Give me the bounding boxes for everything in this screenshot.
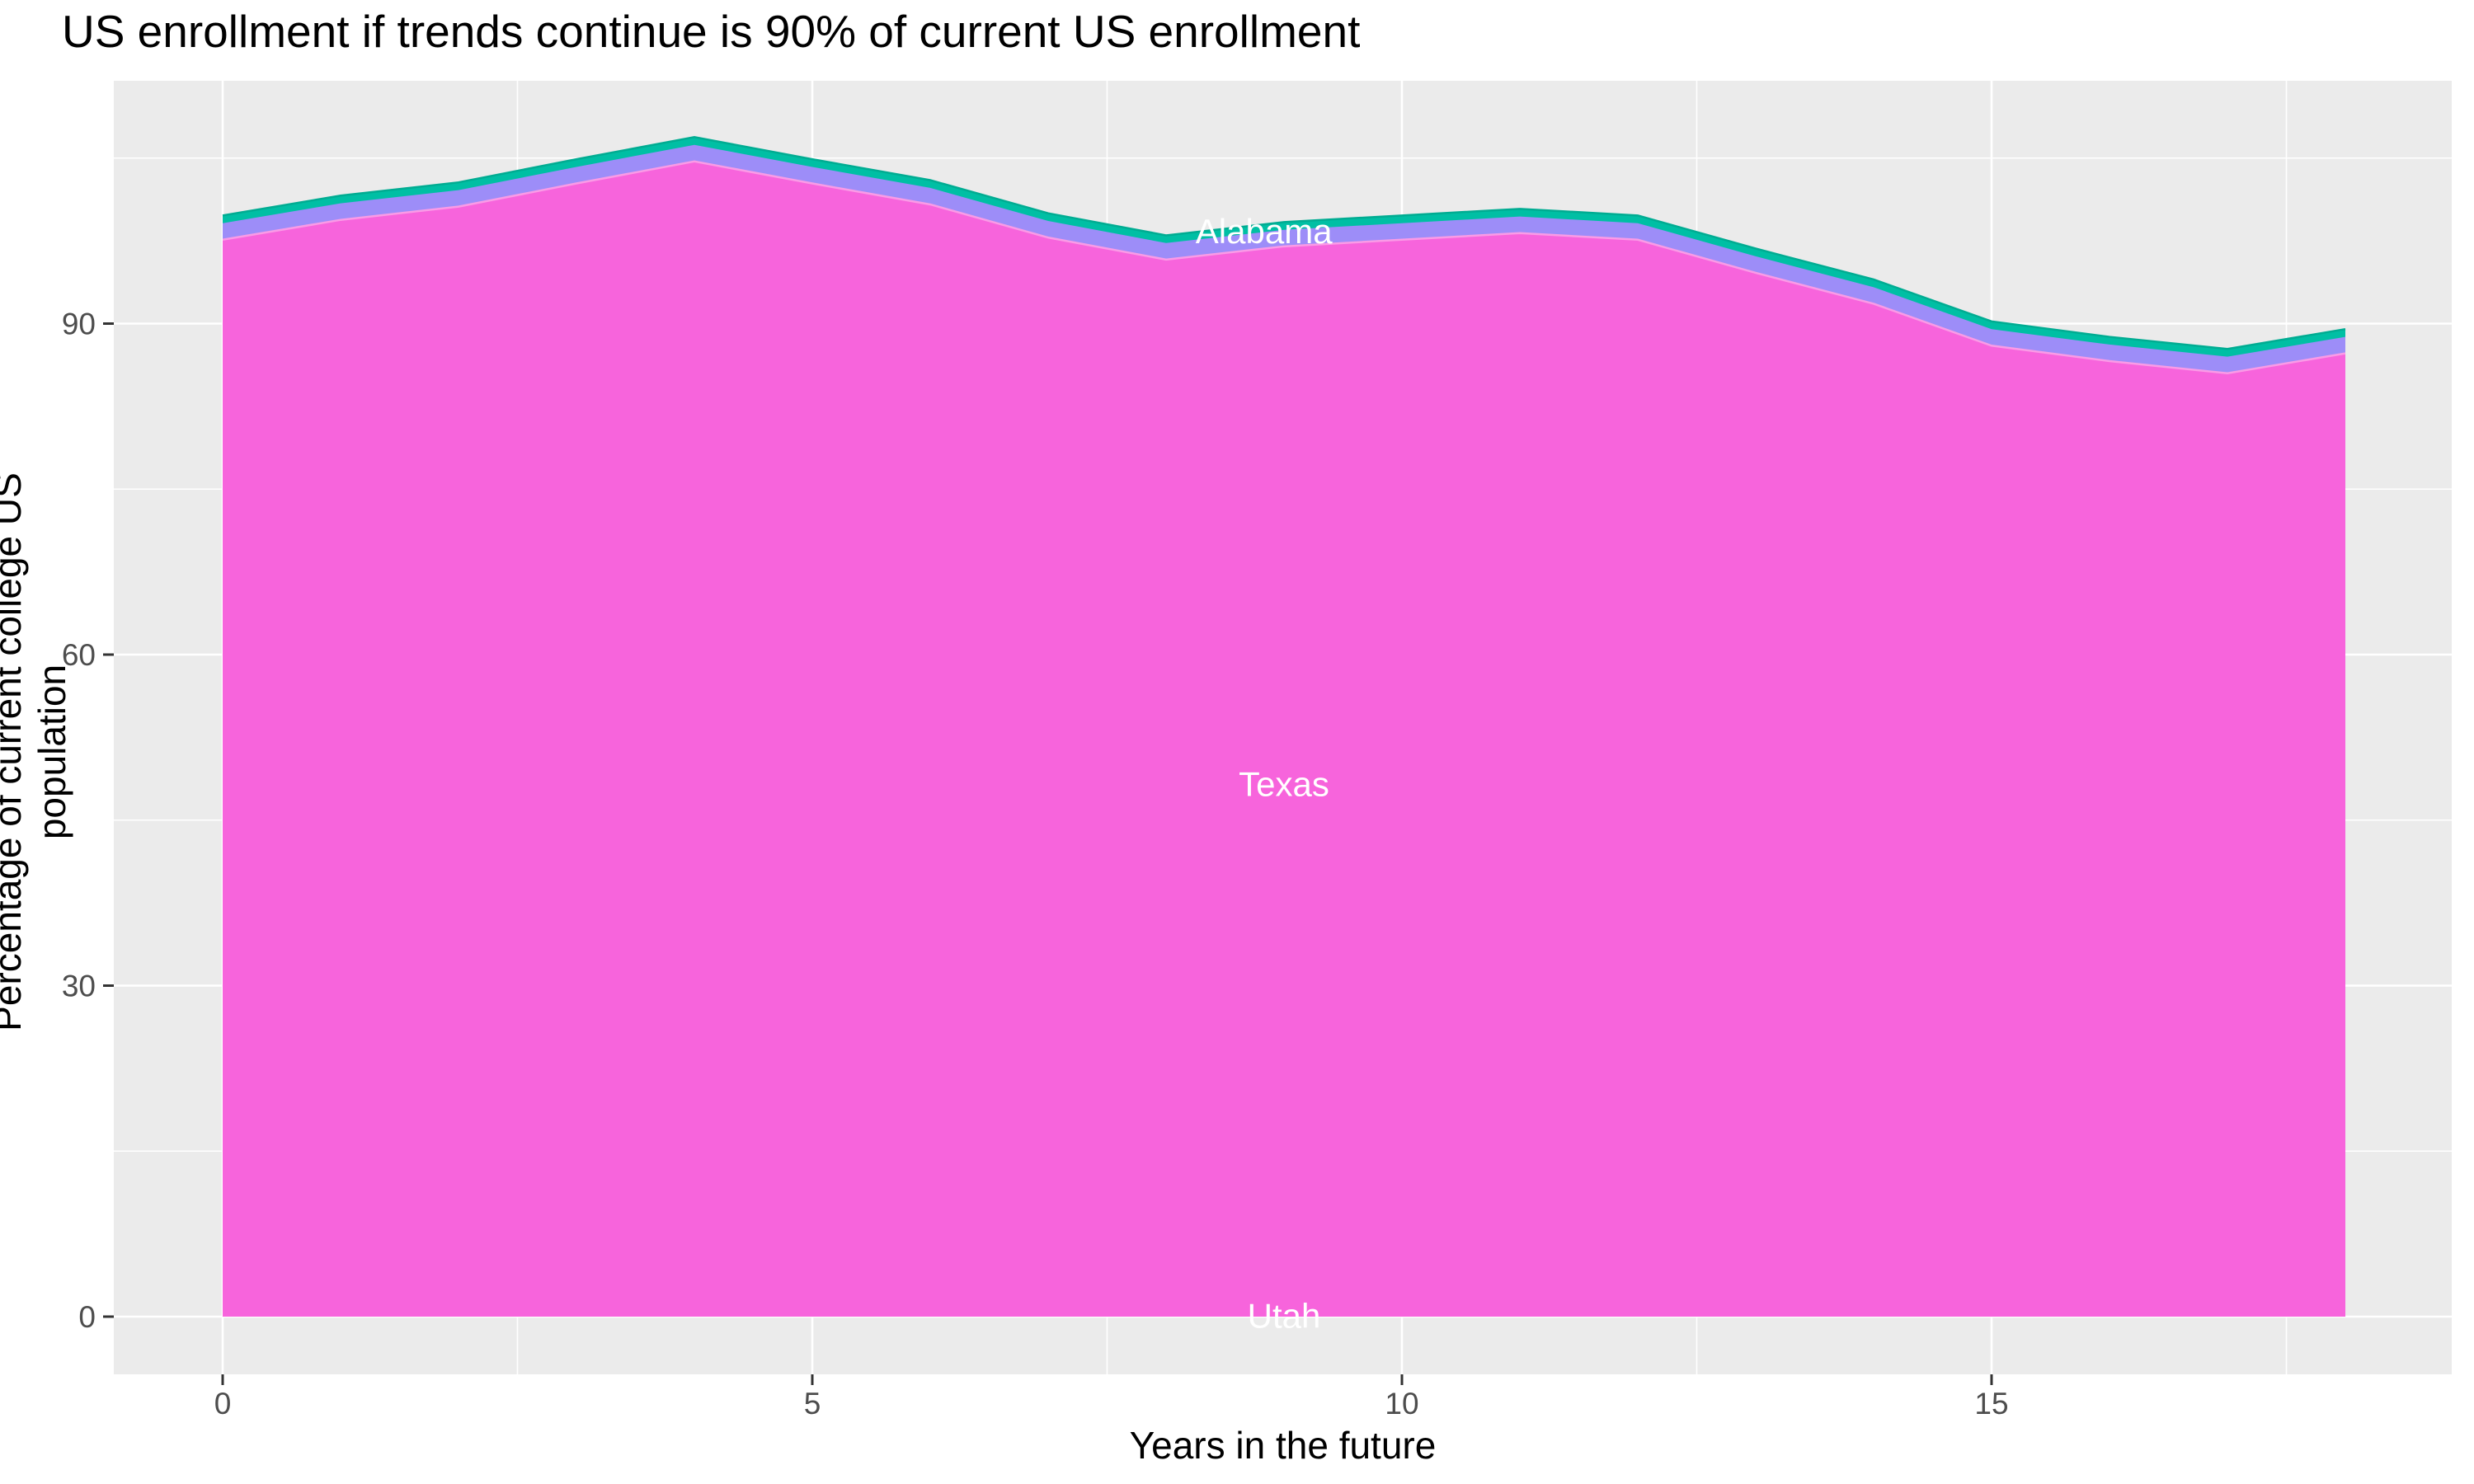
x-axis-title: Years in the future	[1129, 1424, 1437, 1467]
area-top-edge-texas	[222, 160, 2346, 374]
y-tick-label-0: 0	[78, 1300, 96, 1334]
y-tick-label-60: 60	[62, 638, 96, 672]
area-texas	[223, 161, 2345, 1317]
x-tick-label-15: 15	[1974, 1387, 2008, 1421]
area-top-edge-utah	[222, 136, 2346, 350]
plot-title: US enrollment if trends continue is 90% …	[62, 6, 1361, 57]
x-tick-label-10: 10	[1385, 1387, 1418, 1421]
x-tick-label-5: 5	[804, 1387, 821, 1421]
area-label-alabama: Alabama	[1196, 212, 1333, 251]
area-label-utah: Utah	[1248, 1297, 1321, 1336]
area-label-texas: Texas	[1239, 765, 1329, 804]
y-tick-label-30: 30	[62, 970, 96, 1003]
y-tick-label-90: 90	[62, 308, 96, 341]
y-axis-title: Percentage of current college US populat…	[0, 472, 73, 1031]
x-tick-label-0: 0	[214, 1387, 232, 1421]
